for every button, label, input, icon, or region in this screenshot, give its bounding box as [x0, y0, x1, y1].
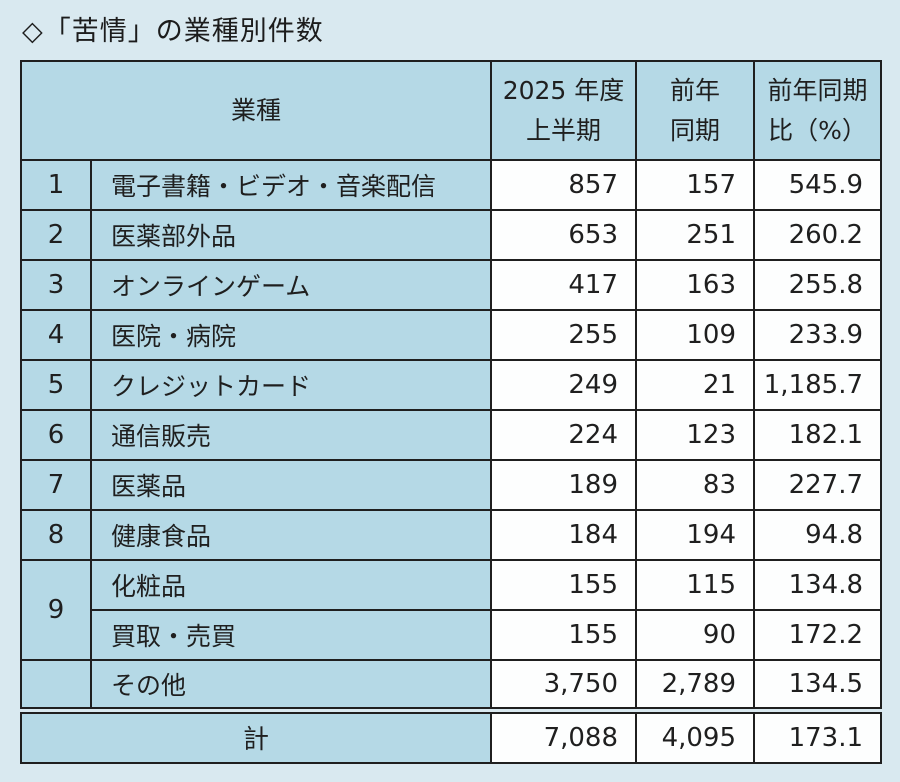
rank-cell-merged: 9 [20, 559, 92, 661]
complaints-by-industry-table: 業種 2025 年度 上半期 前年 同期 前年同期 比（%） 1 電子書 [19, 60, 883, 764]
ratio-value-cell: 255.8 [753, 259, 883, 311]
header-ratio-line2: 比（%） [768, 115, 867, 145]
industry-cell: 医薬部外品 [89, 209, 493, 261]
current-value-cell: 224 [490, 409, 638, 461]
industry-cell: クレジットカード [89, 359, 493, 411]
current-value-cell: 249 [490, 359, 638, 411]
ratio-value-cell: 94.8 [753, 509, 883, 561]
industry-cell: 電子書籍・ビデオ・音楽配信 [89, 159, 493, 211]
rank-cell: 1 [20, 159, 92, 211]
previous-value-cell: 83 [635, 459, 756, 511]
header-current-line2: 上半期 [526, 115, 602, 145]
total-label-cell: 計 [19, 706, 493, 764]
current-value-cell: 3,750 [490, 659, 638, 711]
current-value-cell: 189 [490, 459, 638, 511]
rank-cell: 6 [20, 409, 92, 461]
current-value-cell: 653 [490, 209, 638, 261]
industry-cell: 医薬品 [89, 459, 493, 511]
table-row-11: その他 3,750 2,789 134.5 [20, 659, 883, 711]
header-previous-line1: 前年 [670, 75, 721, 105]
ratio-value-cell: 545.9 [753, 159, 883, 211]
ratio-value-cell: 233.9 [753, 309, 883, 361]
previous-value-cell: 123 [635, 409, 756, 461]
table-row-6: 6 通信販売 224 123 182.1 [20, 409, 883, 461]
rank-cell: 5 [20, 359, 92, 411]
previous-value-cell: 251 [635, 209, 756, 261]
table-row-8: 8 健康食品 184 194 94.8 [20, 509, 883, 561]
previous-value-cell: 2,789 [635, 659, 756, 711]
current-value-cell: 155 [490, 609, 638, 661]
ratio-value-cell: 227.7 [753, 459, 883, 511]
current-value-cell: 857 [490, 159, 638, 211]
header-ratio-line1: 前年同期 [767, 75, 868, 105]
rank-cell: 3 [20, 259, 92, 311]
industry-cell: 買取・売買 [89, 609, 493, 661]
table-row-1: 1 電子書籍・ビデオ・音楽配信 857 157 545.9 [20, 159, 883, 211]
header-current-line1: 2025 年度 [502, 75, 625, 105]
ratio-value-cell: 134.8 [753, 559, 883, 611]
table-row-5: 5 クレジットカード 249 21 1,185.7 [20, 359, 883, 411]
previous-value-cell: 163 [635, 259, 756, 311]
header-previous-line2: 同期 [670, 115, 721, 145]
current-value-cell: 155 [490, 559, 638, 611]
table-row-2: 2 医薬部外品 653 251 260.2 [20, 209, 883, 261]
page-title: ◇「苦情」の業種別件数 [22, 16, 324, 47]
previous-value-cell: 194 [635, 509, 756, 561]
ratio-value-cell: 172.2 [753, 609, 883, 661]
header-industry: 業種 [19, 60, 493, 161]
rank-cell: 8 [20, 509, 92, 561]
header-row: 業種 2025 年度 上半期 前年 同期 前年同期 比（%） [19, 60, 883, 161]
industry-cell: 健康食品 [89, 509, 493, 561]
table-row-10: 買取・売買 155 90 172.2 [21, 609, 883, 661]
ratio-value-cell: 134.5 [753, 659, 883, 711]
industry-cell: 医院・病院 [89, 309, 493, 361]
previous-value-cell: 157 [635, 159, 756, 211]
table-row-9: 9 化粧品 155 115 134.8 [20, 559, 883, 661]
current-value-cell: 255 [490, 309, 638, 361]
industry-cell: オンラインゲーム [89, 259, 493, 311]
industry-cell: 化粧品 [89, 559, 493, 611]
page: ◇「苦情」の業種別件数 業種 2025 年度 上半期 前年 同期 [0, 13, 900, 782]
industry-cell: その他 [89, 659, 493, 711]
total-current-cell: 7,088 [490, 706, 638, 764]
total-previous-cell: 4,095 [635, 706, 756, 764]
previous-value-cell: 21 [635, 359, 756, 411]
ratio-value-cell: 182.1 [753, 409, 883, 461]
total-ratio-cell: 173.1 [753, 706, 883, 764]
header-previous-period: 前年 同期 [635, 60, 756, 161]
ratio-value-cell: 1,185.7 [753, 359, 883, 411]
rank-cell: 7 [20, 459, 92, 511]
current-value-cell: 417 [490, 259, 638, 311]
header-current-period: 2025 年度 上半期 [490, 60, 638, 161]
ratio-value-cell: 260.2 [753, 209, 883, 261]
table-row-7: 7 医薬品 189 83 227.7 [20, 459, 883, 511]
rank-cell: 2 [20, 209, 92, 261]
table-body: 1 電子書籍・ビデオ・音楽配信 857 157 545.9 2 医薬部外品 65… [19, 159, 883, 764]
industry-cell: 通信販売 [89, 409, 493, 461]
total-row: 計 7,088 4,095 173.1 [19, 706, 883, 764]
header-industry-label: 業種 [231, 95, 282, 125]
previous-value-cell: 109 [635, 309, 756, 361]
previous-value-cell: 115 [635, 559, 756, 611]
header-yoy-ratio: 前年同期 比（%） [753, 60, 883, 161]
rank-cell-empty [20, 659, 92, 711]
table-header: 業種 2025 年度 上半期 前年 同期 前年同期 比（%） [19, 60, 883, 161]
table-row-3: 3 オンラインゲーム 417 163 255.8 [20, 259, 883, 311]
previous-value-cell: 90 [635, 609, 756, 661]
rank-cell: 4 [20, 309, 92, 361]
current-value-cell: 184 [490, 509, 638, 561]
table-row-4: 4 医院・病院 255 109 233.9 [20, 309, 883, 361]
